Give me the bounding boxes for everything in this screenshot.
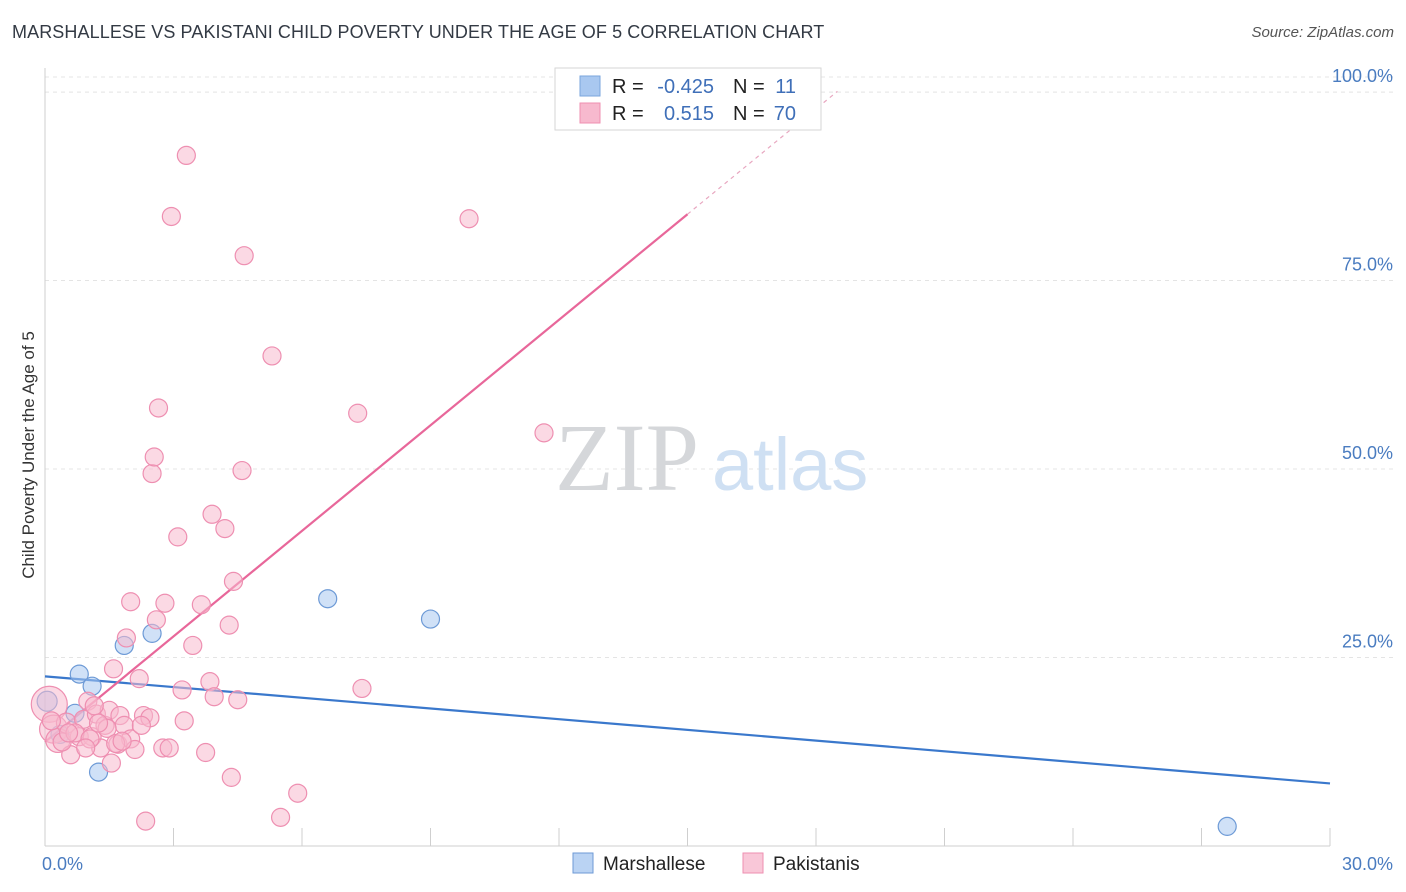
y-tick-label-100: 100.0% xyxy=(1332,66,1393,86)
legend-label-pakistanis: Pakistanis xyxy=(773,854,860,875)
point-pakistanis-32 xyxy=(159,738,179,758)
point-pakistanis-34 xyxy=(168,527,188,547)
trend-line-marshallese xyxy=(44,675,1331,785)
point-pakistanis-28 xyxy=(146,610,166,630)
x-tick-labels: 0.0% 30.0% xyxy=(42,854,1393,874)
point-pakistanis-55 xyxy=(352,678,372,699)
data-points xyxy=(30,145,1237,836)
bottom-legend: Marshallese Pakistanis xyxy=(572,852,860,875)
stats-r-label-1: R = xyxy=(612,103,644,125)
y-tick-labels: 25.0% 50.0% 75.0% 100.0% xyxy=(1332,66,1393,651)
y-tick-label-75: 75.0% xyxy=(1342,255,1393,275)
point-pakistanis-45 xyxy=(219,615,239,635)
point-pakistanis-67 xyxy=(58,723,79,743)
point-pakistanis-47 xyxy=(223,571,244,591)
point-pakistanis-53 xyxy=(288,783,308,803)
point-pakistanis-57 xyxy=(534,423,554,443)
watermark-zip: ZIP xyxy=(555,404,699,511)
point-pakistanis-13 xyxy=(101,753,121,773)
point-pakistanis-29 xyxy=(148,398,169,418)
point-pakistanis-51 xyxy=(262,346,282,366)
x-tick-label-max: 30.0% xyxy=(1342,854,1393,874)
legend-swatch-pakistanis xyxy=(742,852,764,874)
point-pakistanis-14 xyxy=(103,659,124,679)
point-pakistanis-20 xyxy=(121,592,141,612)
point-marshallese-7 xyxy=(318,589,338,609)
stats-swatch-1 xyxy=(579,102,601,124)
y-tick-label-25: 25.0% xyxy=(1342,632,1393,652)
watermark-atlas: atlas xyxy=(712,423,868,506)
point-pakistanis-44 xyxy=(215,518,235,539)
point-pakistanis-46 xyxy=(221,767,241,787)
stats-n-label-1: N = xyxy=(733,103,765,125)
point-pakistanis-27 xyxy=(144,447,164,467)
point-marshallese-8 xyxy=(420,609,441,629)
trend-line-pakistanis xyxy=(44,213,689,743)
point-pakistanis-65 xyxy=(76,738,96,758)
point-marshallese-2 xyxy=(69,664,89,684)
stats-n-value-1: 70 xyxy=(774,103,796,125)
point-pakistanis-40 xyxy=(196,742,216,763)
source-label: Source: ZipAtlas.com xyxy=(1251,24,1394,41)
point-pakistanis-37 xyxy=(176,145,196,166)
point-pakistanis-66 xyxy=(88,713,109,733)
point-pakistanis-52 xyxy=(270,807,291,827)
x-tick-label-min: 0.0% xyxy=(42,854,83,874)
point-pakistanis-43 xyxy=(204,687,224,707)
legend-swatch-marshallese xyxy=(572,852,594,874)
point-pakistanis-49 xyxy=(232,460,252,481)
axes xyxy=(44,68,1331,847)
point-marshallese-9 xyxy=(1217,816,1237,836)
point-pakistanis-33 xyxy=(161,206,181,227)
legend-label-marshallese: Marshallese xyxy=(603,854,705,875)
point-pakistanis-50 xyxy=(234,246,254,266)
stats-n-label-0: N = xyxy=(733,76,765,98)
point-pakistanis-39 xyxy=(191,595,211,615)
point-pakistanis-36 xyxy=(174,711,194,731)
point-pakistanis-69 xyxy=(112,731,132,751)
stats-n-value-0: 11 xyxy=(775,76,796,98)
y-tick-label-50: 50.0% xyxy=(1342,443,1393,463)
stats-r-label-0: R = xyxy=(612,76,644,98)
point-pakistanis-48 xyxy=(228,690,248,710)
stats-legend: R = -0.425 N = 11 R = 0.515 N = 70 xyxy=(554,67,822,131)
stats-swatch-0 xyxy=(579,75,601,97)
point-pakistanis-35 xyxy=(172,680,192,700)
point-pakistanis-18 xyxy=(116,628,136,648)
chart-title: MARSHALLESE VS PAKISTANI CHILD POVERTY U… xyxy=(12,22,825,42)
point-pakistanis-54 xyxy=(348,403,368,423)
point-pakistanis-38 xyxy=(183,635,203,656)
point-pakistanis-62 xyxy=(41,711,62,731)
point-pakistanis-42 xyxy=(202,504,222,524)
point-pakistanis-68 xyxy=(84,696,104,716)
point-pakistanis-31 xyxy=(155,593,175,613)
watermark: ZIP atlas xyxy=(555,404,868,511)
point-pakistanis-22 xyxy=(129,669,149,689)
stats-r-value-1: 0.515 xyxy=(664,103,714,125)
stats-r-value-0: -0.425 xyxy=(657,76,714,98)
point-pakistanis-64 xyxy=(131,715,151,735)
point-pakistanis-56 xyxy=(459,209,479,229)
point-pakistanis-24 xyxy=(136,811,156,831)
point-pakistanis-26 xyxy=(142,463,162,484)
gridlines xyxy=(45,76,1395,659)
y-axis-title: Child Poverty Under the Age of 5 xyxy=(19,331,38,579)
